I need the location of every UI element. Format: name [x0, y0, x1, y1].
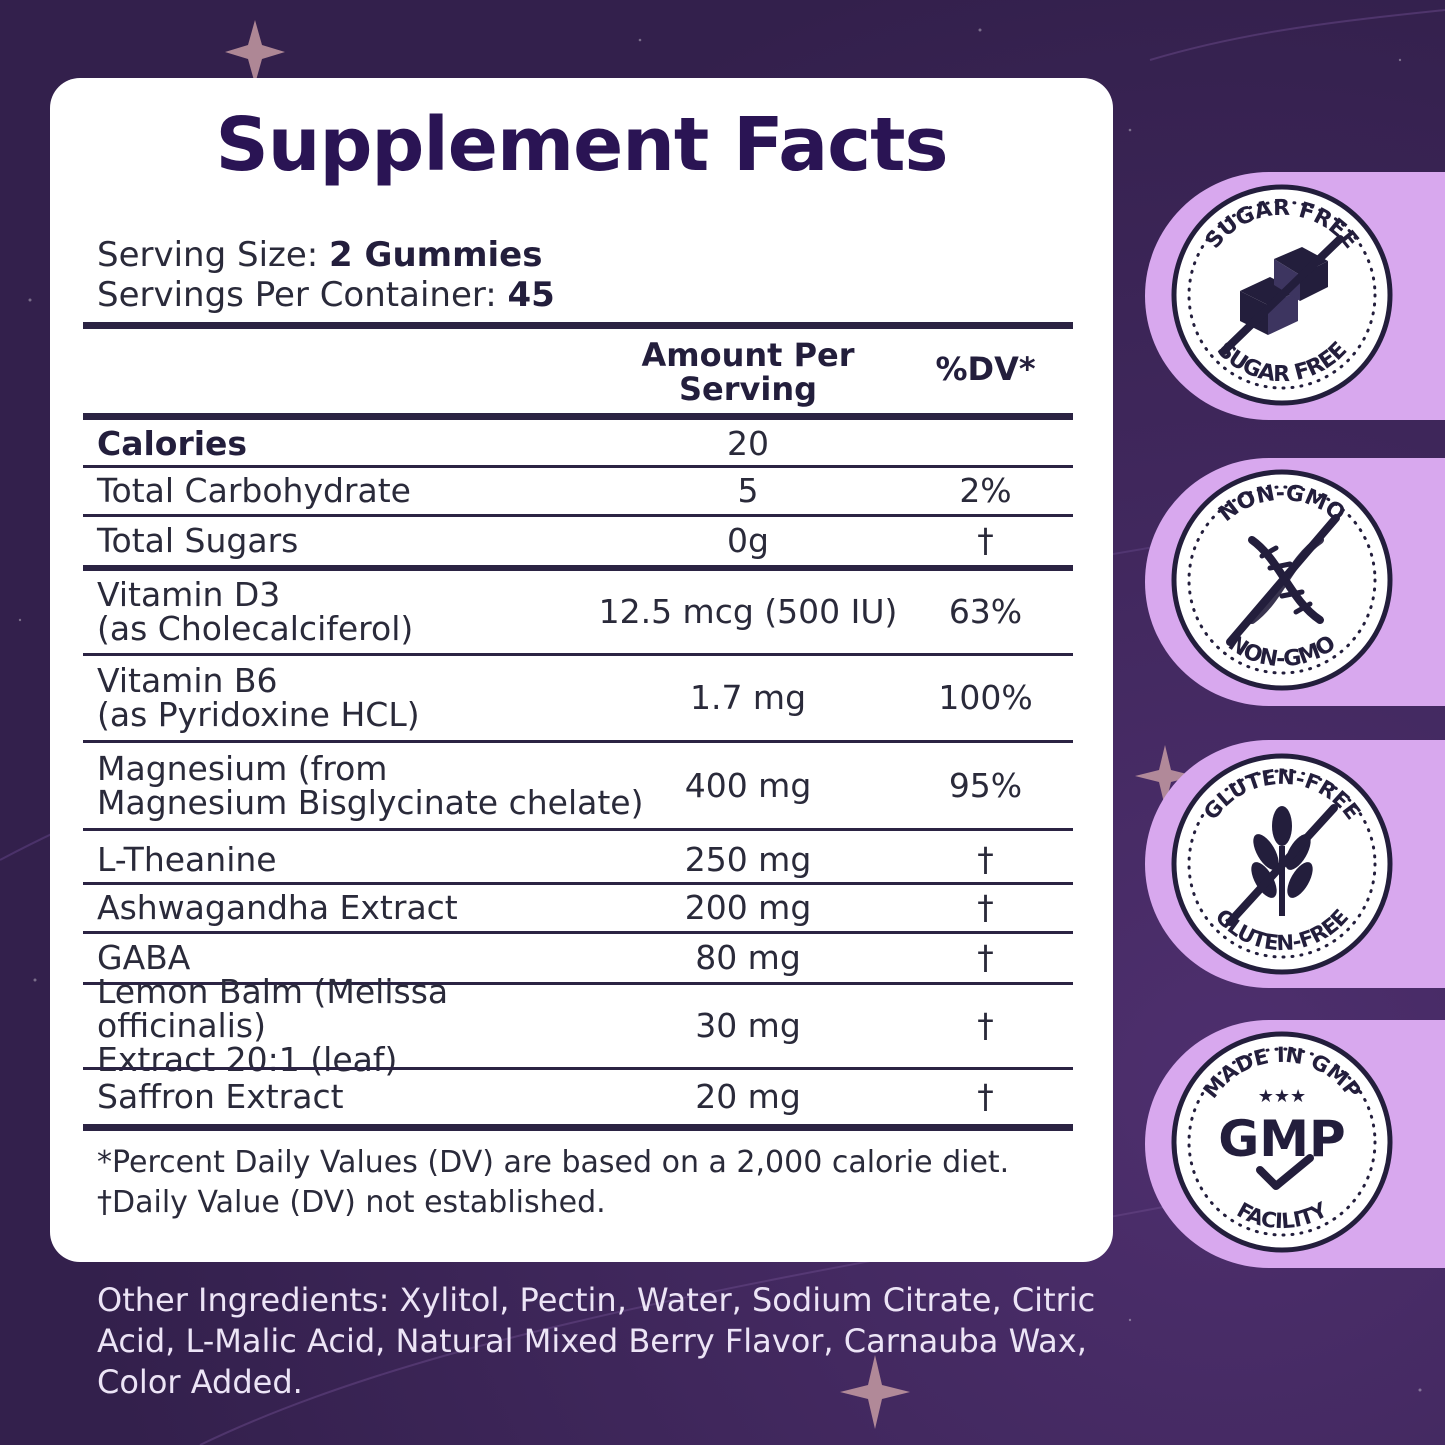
- serving-size: Serving Size: 2 Gummies: [97, 235, 542, 275]
- nutrient-amount: 1.7 mg: [689, 678, 807, 717]
- nutrient-amount: 12.5 mcg (500 IU): [598, 592, 898, 631]
- divider-thick: [83, 322, 1073, 329]
- page-title: Supplement Facts: [215, 102, 948, 188]
- nutrient-name: Total Carbohydrate: [97, 471, 411, 510]
- nutrient-amount: 20 mg: [695, 1077, 801, 1116]
- servings-per-container-value: 45: [507, 275, 555, 315]
- non-gmo-badge: NON-GMO NON-GMO: [1171, 469, 1393, 691]
- nutrient-name: Calories: [97, 424, 248, 463]
- table-row: Vitamin B6 (as Pyridoxine HCL) 1.7 mg 10…: [83, 656, 1073, 740]
- nutrient-dv: †: [977, 521, 994, 560]
- servings-per-container-label: Servings Per Container:: [97, 275, 497, 315]
- sugar-cube-icon: [1220, 235, 1344, 355]
- table-row: Total Carbohydrate 5 2%: [83, 468, 1073, 514]
- amount-header-line2: Serving: [678, 370, 818, 408]
- nutrient-name: Total Sugars: [97, 521, 299, 560]
- nutrient-name: Lemon Balm (Melissa officinalis) Extract…: [97, 975, 617, 1077]
- table-row: Ashwagandha Extract 200 mg †: [83, 885, 1073, 931]
- nutrient-amount: 5: [737, 471, 759, 510]
- svg-text:★★★: ★★★: [1258, 1086, 1306, 1107]
- supplement-facts-panel: [50, 78, 1113, 1262]
- serving-size-value: 2 Gummies: [329, 235, 543, 275]
- divider-thick: [83, 413, 1073, 420]
- nutrient-dv: †: [977, 840, 994, 879]
- nutrient-amount: 0g: [727, 521, 769, 560]
- star-icon: ★★★: [1258, 1086, 1306, 1107]
- nutrient-name: GABA: [97, 938, 191, 977]
- footnote-daily-values: *Percent Daily Values (DV) are based on …: [97, 1145, 1010, 1180]
- nutrient-dv: [893, 423, 1078, 465]
- divider: [83, 740, 1073, 743]
- table-row: GABA 80 mg †: [83, 934, 1073, 982]
- nutrient-name-line2: (as Pyridoxine HCL): [97, 695, 420, 734]
- footnote-not-established: †Daily Value (DV) not established.: [97, 1185, 606, 1220]
- other-ingredients-line2: Acid, L-Malic Acid, Natural Mixed Berry …: [97, 1322, 1087, 1360]
- other-ingredients-line1: Other Ingredients: Xylitol, Pectin, Wate…: [97, 1281, 1096, 1319]
- nutrient-name: Vitamin D3 (as Cholecalciferol): [97, 571, 617, 653]
- nutrient-dv: †: [977, 1006, 994, 1045]
- nutrient-name-line1: Lemon Balm (Melissa officinalis): [97, 972, 449, 1045]
- divider-thick: [83, 1124, 1073, 1131]
- servings-per-container: Servings Per Container: 45: [97, 275, 555, 315]
- table-row: Vitamin D3 (as Cholecalciferol) 12.5 mcg…: [83, 571, 1073, 653]
- nutrient-dv: 2%: [959, 471, 1012, 510]
- dv-header: %DV*: [935, 350, 1036, 388]
- amount-per-serving-header: Amount Per Serving: [600, 338, 896, 406]
- table-row: Calories 20: [83, 423, 1073, 465]
- sugar-free-badge: SUGAR FREE SUGAR FREE: [1171, 184, 1393, 406]
- divider: [83, 514, 1073, 517]
- nutrient-dv: 95%: [948, 765, 1023, 805]
- table-row: L-Theanine 250 mg †: [83, 838, 1073, 882]
- nutrient-dv: 100%: [938, 678, 1033, 717]
- nutrient-name: L-Theanine: [97, 840, 277, 879]
- divider-thick: [83, 565, 1073, 571]
- nutrient-amount: 400 mg: [684, 765, 812, 805]
- gluten-free-badge: GLUTEN-FREE GLUTEN-FREE: [1171, 753, 1393, 975]
- dna-icon: [1226, 514, 1340, 646]
- divider: [83, 1067, 1073, 1070]
- nutrient-dv: †: [977, 888, 994, 927]
- divider: [83, 465, 1073, 468]
- nutrient-name-line2: (as Cholecalciferol): [97, 609, 414, 648]
- table-row: Total Sugars 0g †: [83, 517, 1073, 565]
- other-ingredients-line3: Color Added.: [97, 1363, 303, 1401]
- nutrient-dv: 63%: [948, 592, 1023, 631]
- nutrient-name-line1: Magnesium (from: [97, 748, 388, 788]
- star-icon: [225, 20, 1195, 1429]
- divider: [83, 653, 1073, 656]
- nutrient-amount: 200 mg: [684, 888, 812, 927]
- amount-header-line1: Amount Per: [641, 336, 855, 374]
- nutrient-name: Saffron Extract: [97, 1077, 344, 1116]
- nutrient-name: Magnesium (from Magnesium Bisglycinate c…: [97, 743, 657, 828]
- table-row: Saffron Extract 20 mg †: [83, 1070, 1073, 1124]
- checkmark-icon: [1256, 1154, 1314, 1190]
- divider: [83, 828, 1073, 831]
- serving-size-label: Serving Size:: [97, 235, 319, 275]
- nutrient-amount: 80 mg: [695, 938, 801, 977]
- nutrient-name-line2: Extract 20:1 (leaf): [97, 1040, 398, 1079]
- nutrient-name: Vitamin B6 (as Pyridoxine HCL): [97, 656, 617, 740]
- badge-center-text: GMP: [1218, 1110, 1345, 1168]
- nutrient-name: Ashwagandha Extract: [97, 888, 458, 927]
- wheat-icon: [1226, 804, 1338, 926]
- table-row: Magnesium (from Magnesium Bisglycinate c…: [83, 743, 1073, 828]
- divider: [83, 882, 1073, 885]
- nutrient-name-line1: Vitamin B6: [97, 661, 278, 700]
- nutrient-name-line2: Magnesium Bisglycinate chelate): [97, 782, 644, 822]
- nutrient-name-line1: Vitamin D3: [97, 575, 281, 614]
- nutrient-dv: †: [977, 938, 994, 977]
- other-ingredients: Other Ingredients: Xylitol, Pectin, Wate…: [97, 1280, 1097, 1403]
- nutrient-dv: †: [977, 1077, 994, 1116]
- nutrient-amount: 20: [727, 424, 769, 463]
- nutrient-amount: 250 mg: [684, 840, 812, 879]
- table-row: Lemon Balm (Melissa officinalis) Extract…: [83, 975, 1073, 1077]
- divider: [83, 931, 1073, 934]
- gmp-badge: MADE IN GMP FACILITY ★★★ GMP: [1171, 1031, 1393, 1253]
- nutrient-amount: 30 mg: [695, 1006, 801, 1045]
- divider: [83, 982, 1073, 985]
